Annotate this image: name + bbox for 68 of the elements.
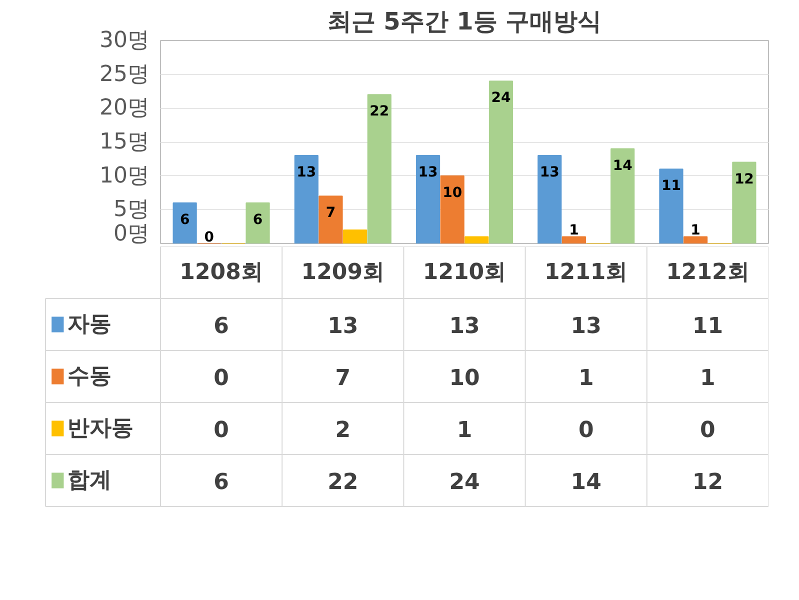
data-label: 1 <box>700 366 716 391</box>
data-label: 10 <box>449 366 480 391</box>
bar <box>294 155 318 244</box>
data-label: 7 <box>335 366 351 391</box>
y-tick-label: 25명 <box>100 62 150 87</box>
x-tick-label: 1208회 <box>180 260 263 285</box>
x-tick-label: 1209회 <box>301 260 385 285</box>
bar <box>659 168 684 244</box>
bar <box>538 155 562 244</box>
bar <box>343 229 368 244</box>
data-label: 13 <box>540 164 560 181</box>
data-label: 1 <box>690 222 700 239</box>
data-label: 13 <box>570 314 602 339</box>
chart-title: 최근 5주간 1등 구매방식 <box>327 8 602 36</box>
x-tick-label: 1212회 <box>666 260 750 285</box>
data-label: 22 <box>370 104 390 120</box>
y-tick-label: 5명 <box>114 197 150 222</box>
data-label: 24 <box>449 470 480 495</box>
data-label: 1 <box>456 418 472 443</box>
data-label: 13 <box>449 314 480 339</box>
data-label: 11 <box>692 314 724 339</box>
data-label: 0 <box>700 418 716 443</box>
data-label: 11 <box>661 178 681 194</box>
bar <box>732 162 756 244</box>
bar <box>416 155 440 244</box>
data-label: 24 <box>491 90 511 106</box>
bar <box>488 80 514 244</box>
data-label: 13 <box>328 314 358 339</box>
data-label: 0 <box>204 230 214 246</box>
data-label: 6 <box>214 470 229 495</box>
y-tick-label: 30명 <box>100 28 150 53</box>
data-label: 22 <box>328 470 358 495</box>
y-tick-label: 20명 <box>100 96 150 121</box>
data-label: 1 <box>578 366 594 391</box>
legend-label: 반자동 <box>67 416 134 441</box>
legend-label: 합계 <box>67 468 112 493</box>
data-label: 2 <box>335 418 351 443</box>
bar <box>440 175 464 244</box>
data-label: 1 <box>569 222 579 239</box>
bar <box>683 236 708 244</box>
y-tick-label: 10명 <box>100 163 150 188</box>
data-label: 6 <box>214 314 229 339</box>
data-label: 6 <box>252 212 263 228</box>
data-label: 0 <box>214 418 229 443</box>
data-label: 14 <box>612 158 633 174</box>
legend-label: 수동 <box>67 364 112 389</box>
data-label: 12 <box>692 470 724 495</box>
bar <box>367 94 392 244</box>
bar <box>464 236 489 244</box>
data-label: 7 <box>326 205 336 222</box>
bar <box>562 236 586 244</box>
x-tick-label: 1211회 <box>544 260 628 285</box>
x-tick-label: 1210회 <box>422 260 506 285</box>
data-label: 12 <box>734 171 754 188</box>
legend-label: 자동 <box>67 312 112 337</box>
bar <box>318 196 343 244</box>
data-label: 0 <box>578 418 594 443</box>
bar <box>610 148 635 244</box>
y-tick-label: 0명 <box>114 222 150 246</box>
data-label: 0 <box>214 366 229 391</box>
data-label: 13 <box>418 164 438 181</box>
y-tick-label: 15명 <box>100 130 150 154</box>
bar <box>246 202 270 244</box>
bar <box>172 202 197 244</box>
data-label: 14 <box>570 470 602 495</box>
data-label: 10 <box>442 184 462 201</box>
data-label: 13 <box>296 164 316 181</box>
data-label: 6 <box>180 212 190 228</box>
